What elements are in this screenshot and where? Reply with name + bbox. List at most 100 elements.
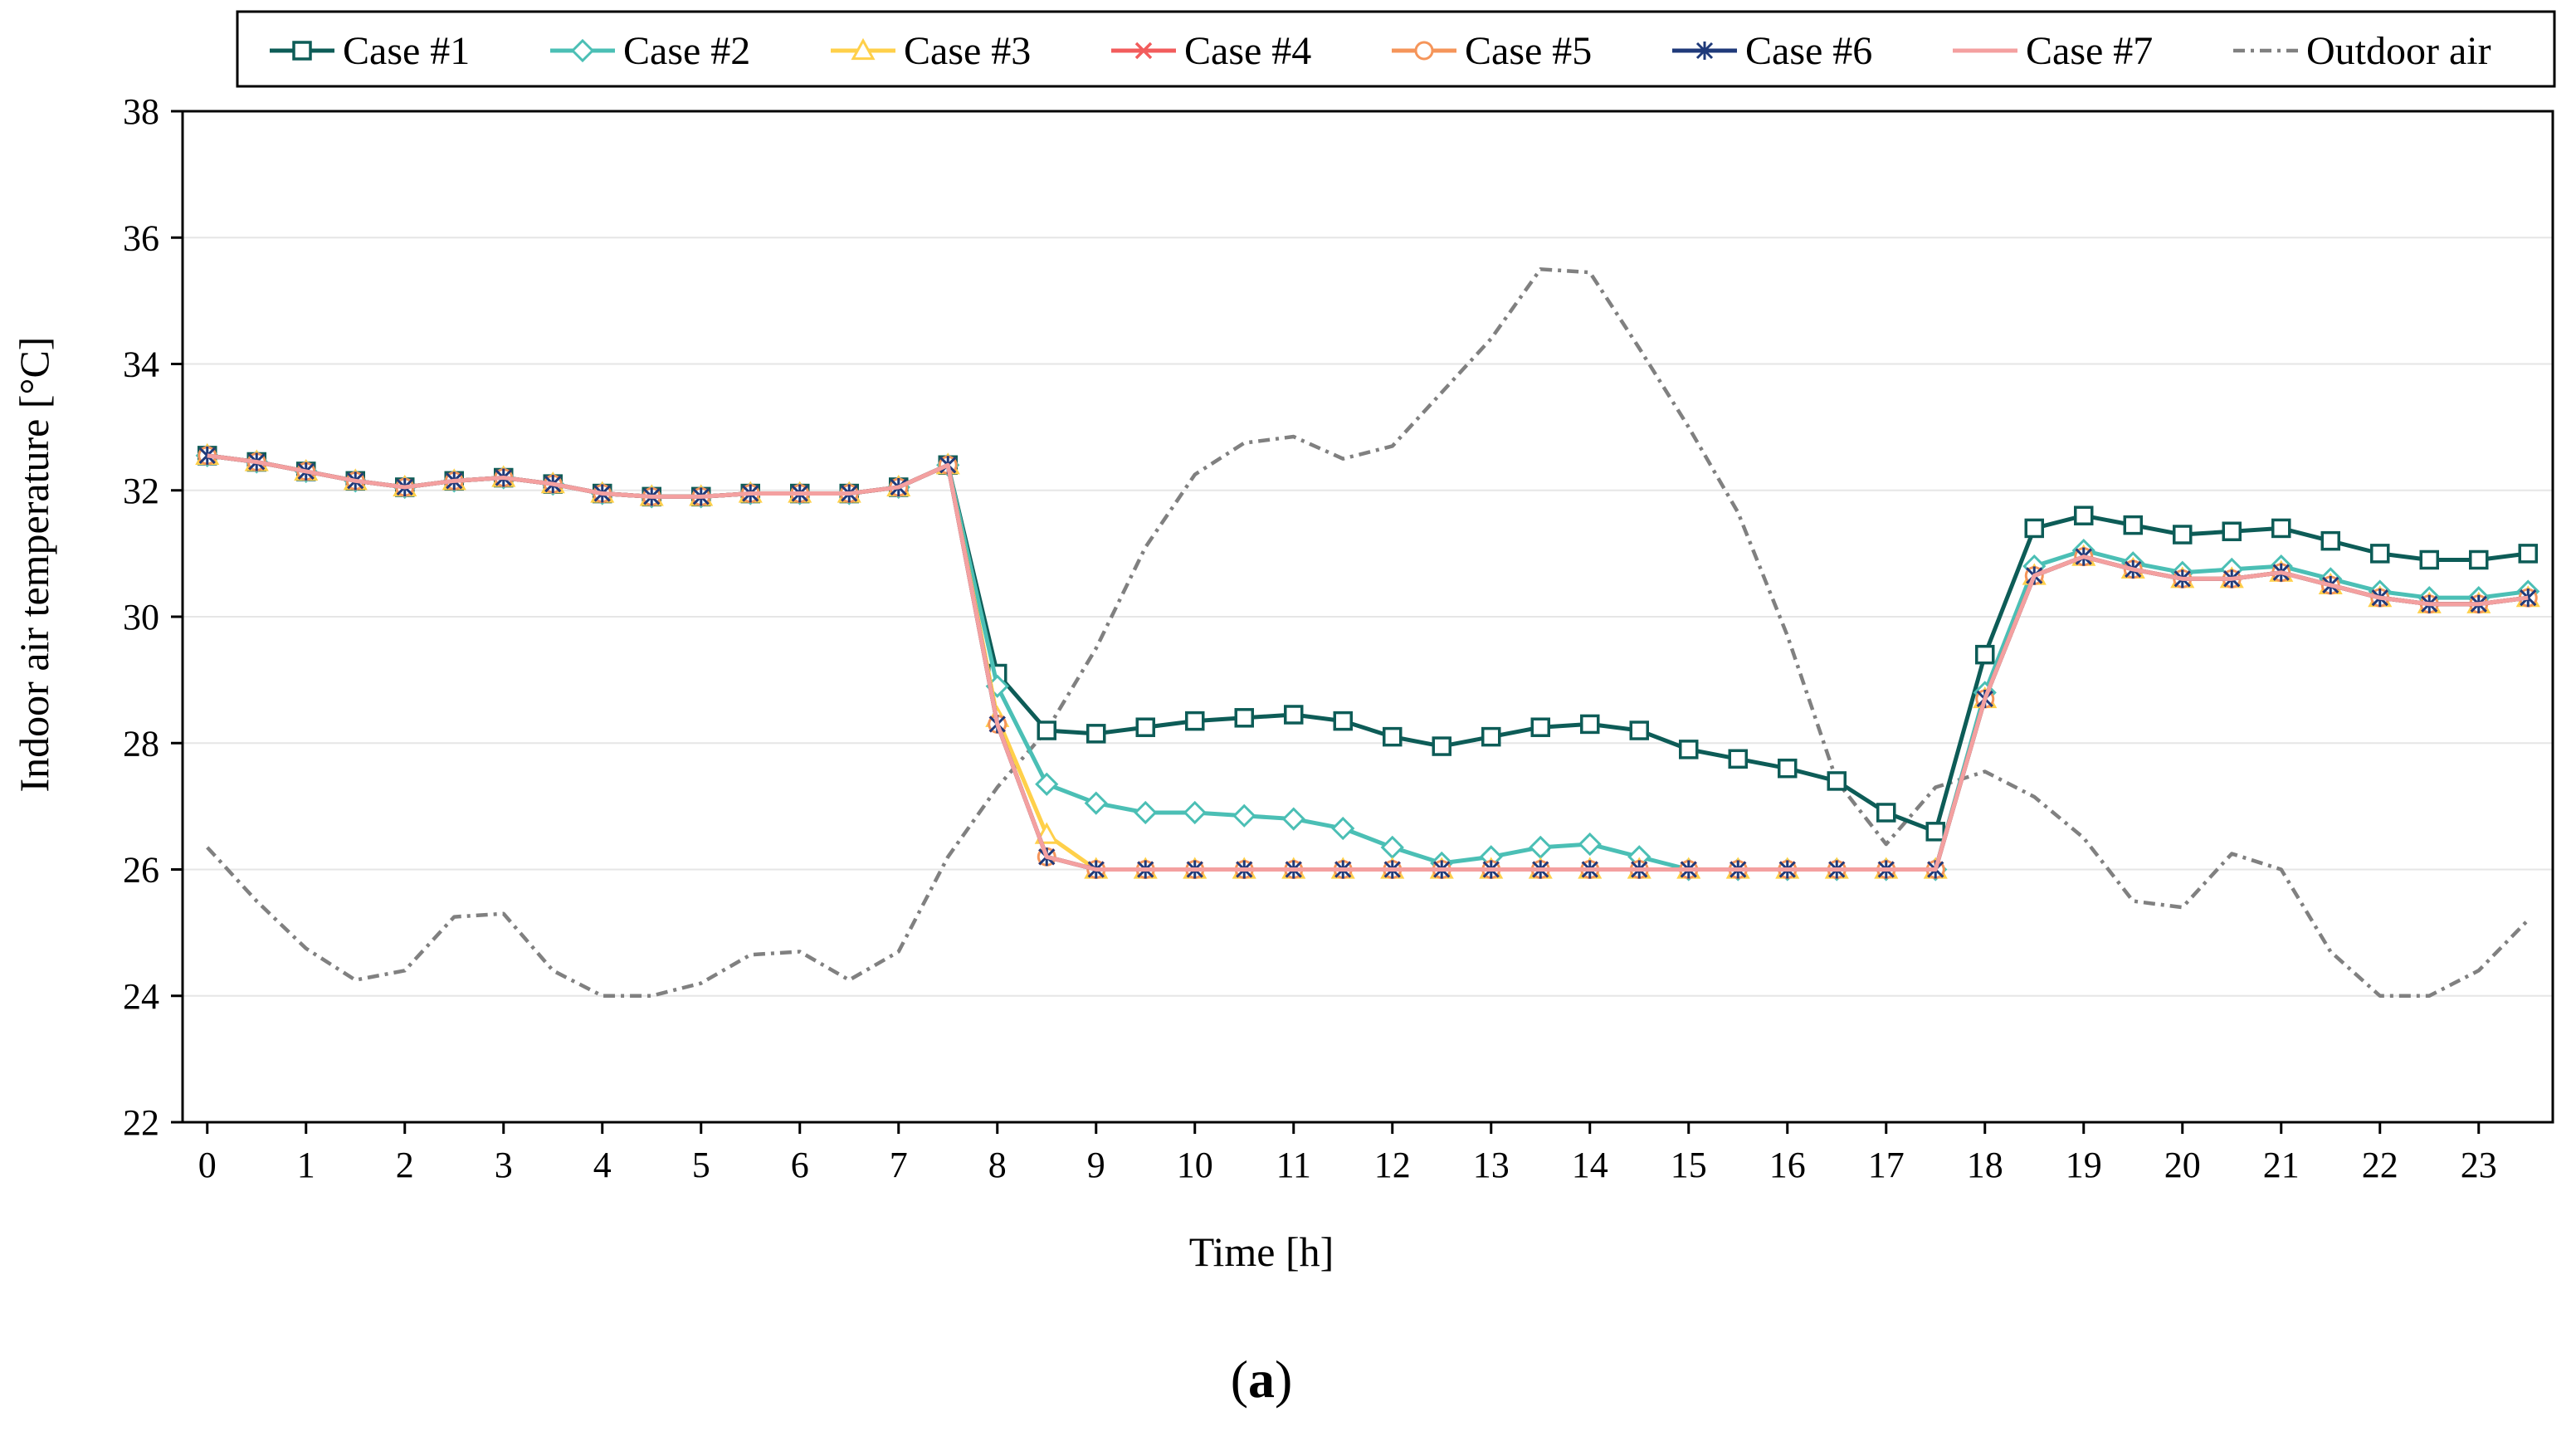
data-point-case-2-23: [1331, 816, 1355, 841]
x-tick-label-21: 21: [2263, 1145, 2300, 1185]
data-point-case-2-24: [1380, 835, 1404, 859]
x-tick-label-0: 0: [198, 1145, 217, 1185]
data-point-case-1-29: [1629, 720, 1649, 740]
x-tick-label-3: 3: [495, 1145, 513, 1185]
legend-item-case-5: Case #5: [1392, 29, 1592, 73]
x-tick-label-13: 13: [1473, 1145, 1510, 1185]
series-case-5: [198, 446, 2538, 879]
legend-item-case-7: Case #7: [1953, 29, 2153, 73]
y-tick-label-26: 26: [123, 850, 159, 891]
x-axis-title: Time [h]: [1189, 1228, 1334, 1275]
series-line-case-6: [207, 453, 2529, 872]
data-point-case-1-37: [2024, 518, 2044, 539]
caption-letter: a: [1248, 1350, 1275, 1409]
data-point-case-1-20: [1185, 711, 1205, 731]
data-point-case-1-30: [1679, 740, 1699, 759]
legend-item-case-2: Case #2: [550, 29, 750, 73]
series-line-case-3: [207, 453, 2529, 872]
legend-marker-case-4: [1134, 42, 1153, 60]
data-point-case-1-21: [1234, 708, 1254, 728]
x-tick-label-11: 11: [1276, 1145, 1311, 1185]
data-point-case-1-19: [1135, 717, 1155, 737]
legend-marker-case-1: [292, 41, 312, 61]
data-point-case-2-27: [1529, 835, 1553, 859]
data-point-case-6-47: [2520, 589, 2537, 608]
data-point-case-2-19: [1134, 800, 1158, 825]
legend-label-case-4: Case #4: [1184, 29, 1311, 73]
series-layer: [195, 267, 2540, 998]
legend-item-case-3: Case #3: [831, 29, 1031, 73]
x-tick-label-8: 8: [988, 1145, 1007, 1185]
data-point-case-1-35: [1925, 822, 1945, 842]
y-tick-label-38: 38: [123, 91, 159, 132]
data-point-case-1-42: [2271, 518, 2291, 539]
figure-caption: (a): [1231, 1350, 1293, 1409]
legend-label-case-1: Case #1: [343, 29, 470, 73]
x-tick-label-6: 6: [791, 1145, 809, 1185]
y-tick-label-34: 34: [123, 344, 159, 385]
x-tick-label-2: 2: [396, 1145, 414, 1185]
data-point-case-1-33: [1827, 771, 1847, 791]
series-line-case-4: [207, 453, 2529, 872]
data-point-case-1-38: [2074, 505, 2094, 525]
data-point-case-1-24: [1383, 726, 1403, 747]
x-tick-label-23: 23: [2461, 1145, 2497, 1185]
x-tick-label-12: 12: [1374, 1145, 1411, 1185]
data-point-case-1-22: [1284, 705, 1304, 725]
series-case-4: [198, 447, 2537, 878]
series-case-6: [198, 446, 2537, 879]
legend-label-outdoor-air: Outdoor air: [2306, 29, 2491, 73]
caption-open-paren: (: [1231, 1350, 1248, 1409]
x-tick-label-16: 16: [1769, 1145, 1806, 1185]
x-tick-label-4: 4: [593, 1145, 612, 1185]
data-point-case-1-31: [1728, 749, 1748, 769]
x-tick-label-10: 10: [1177, 1145, 1213, 1185]
series-case-2: [195, 443, 2540, 882]
data-point-case-1-26: [1481, 726, 1501, 747]
data-point-case-1-41: [2222, 521, 2242, 541]
x-tick-label-20: 20: [2164, 1145, 2201, 1185]
data-point-case-1-36: [1975, 644, 1995, 665]
y-tick-label-28: 28: [123, 723, 159, 764]
legend-item-case-4: Case #4: [1111, 29, 1311, 73]
legend-item-case-1: Case #1: [270, 29, 470, 73]
x-tick-label-7: 7: [890, 1145, 908, 1185]
legend-label-case-5: Case #5: [1465, 29, 1592, 73]
data-point-case-1-27: [1530, 717, 1550, 737]
x-axis-ticks: 0 1 2 3 4 5 6 7 8 9 10 11 12 13 14 15 16 17 18 19 20 21 22 23: [198, 1122, 2497, 1185]
series-case-3: [195, 442, 2540, 879]
legend-item-case-6: Case #6: [1672, 29, 1872, 73]
y-tick-label-22: 22: [123, 1102, 159, 1143]
y-tick-label-24: 24: [123, 976, 159, 1017]
legend-marker-case-5: [1414, 41, 1434, 61]
data-point-case-1-39: [2123, 515, 2143, 535]
grid-lines: [183, 237, 2553, 997]
data-point-case-1-17: [1037, 720, 1056, 740]
legend-marker-case-2: [570, 38, 595, 63]
legend-label-case-6: Case #6: [1745, 29, 1872, 73]
series-line-case-2: [207, 453, 2529, 872]
x-tick-label-9: 9: [1087, 1145, 1105, 1185]
data-point-case-2-21: [1232, 803, 1256, 828]
data-point-case-1-40: [2173, 525, 2193, 545]
series-case-1: [198, 446, 2538, 842]
data-point-case-1-18: [1086, 724, 1106, 744]
series-line-case-5: [207, 453, 2529, 872]
legend-marker-case-6: [1695, 42, 1714, 60]
data-point-case-1-44: [2370, 544, 2390, 564]
y-tick-label-36: 36: [123, 217, 159, 258]
x-tick-label-1: 1: [297, 1145, 315, 1185]
y-tick-label-30: 30: [123, 597, 159, 637]
legend-label-case-2: Case #2: [623, 29, 750, 73]
data-point-case-1-46: [2469, 549, 2489, 570]
x-tick-label-17: 17: [1868, 1145, 1905, 1185]
x-tick-label-22: 22: [2362, 1145, 2398, 1185]
x-tick-label-5: 5: [692, 1145, 710, 1185]
data-point-case-2-28: [1578, 832, 1602, 857]
data-point-case-1-45: [2419, 549, 2439, 570]
data-point-case-1-28: [1580, 714, 1600, 735]
legend-item-outdoor-air: Outdoor air: [2233, 29, 2491, 73]
x-tick-label-19: 19: [2066, 1145, 2102, 1185]
series-line-case-7: [207, 453, 2529, 872]
